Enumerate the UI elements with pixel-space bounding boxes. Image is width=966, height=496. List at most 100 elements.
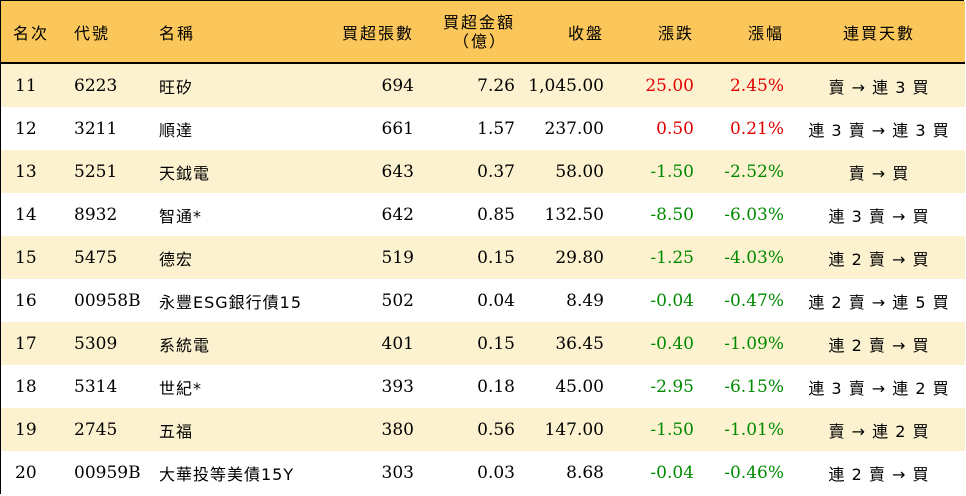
close-price-cell: 45.00: [555, 376, 604, 397]
change-pct-cell: 0.21%: [729, 118, 784, 139]
close-price-cell: 237.00: [544, 118, 604, 139]
net-buy-shares-cell: 303: [381, 462, 414, 483]
name-cell: 智通*: [159, 206, 203, 226]
rank-cell: 12: [15, 118, 37, 139]
name-cell: 德宏: [159, 249, 194, 269]
code-cell: 8932: [74, 204, 118, 225]
code-cell: 5251: [74, 161, 118, 182]
table-row: 12 3211 順達 661 1.57 237.00 0.50 0.21% 連 3 賣 → 連 …: [1, 107, 965, 150]
code-cell: 00958B: [74, 290, 141, 311]
consecutive-days-cell: 連 2 賣 → 買: [828, 249, 930, 269]
net-buy-shares-cell: 502: [381, 290, 414, 311]
name-cell: 大華投等美債15Y: [159, 464, 295, 484]
close-price-cell: 36.45: [555, 333, 604, 354]
net-buy-shares-cell: 642: [381, 204, 414, 225]
consecutive-days-cell: 賣 → 連 2 買: [828, 421, 930, 441]
rank-cell: 15: [15, 247, 37, 268]
net-buy-shares-cell: 519: [381, 247, 414, 268]
table-row: 16 00958B 永豐ESG銀行債15 502 0.04 8.49 -0.04 -0.47%…: [1, 279, 965, 322]
table-row: 13 5251 天鉞電 643 0.37 58.00 -1.50 -2.52% 賣 → 買: [1, 150, 965, 193]
header-net-buy-shares: 買超張數: [341, 23, 414, 43]
close-price-cell: 58.00: [555, 161, 604, 182]
code-cell: 6223: [74, 75, 118, 96]
code-cell: 5309: [74, 333, 118, 354]
code-cell: 2745: [74, 419, 118, 440]
table-row: 20 00959B 大華投等美債15Y 303 0.03 8.68 -0.04 -0.46% 連…: [1, 451, 965, 494]
net-buy-shares-cell: 661: [381, 118, 414, 139]
table-row: 18 5314 世紀* 393 0.18 45.00 -2.95 -6.15% 連 3 賣 → …: [1, 365, 965, 408]
net-buy-amount-cell: 0.15: [477, 247, 515, 268]
name-cell: 順達: [159, 120, 194, 140]
consecutive-days-cell: 連 2 賣 → 買: [828, 335, 930, 355]
rank-cell: 11: [15, 75, 37, 96]
header-amount-line1: 買超金額: [442, 12, 515, 32]
table-row: 15 5475 德宏 519 0.15 29.80 -1.25 -4.03% 連 2 賣 → 買: [1, 236, 965, 279]
header-net-buy-amount: 買超金額 （億）: [421, 1, 515, 62]
consecutive-days-cell: 賣 → 連 3 買: [828, 77, 930, 97]
consecutive-days-cell: 連 3 賣 → 連 2 買: [808, 378, 950, 398]
header-change: 漲跌: [657, 23, 694, 43]
close-price-cell: 8.49: [566, 290, 604, 311]
net-buy-shares-cell: 643: [381, 161, 414, 182]
net-buy-shares-cell: 401: [381, 333, 414, 354]
consecutive-days-cell: 連 3 賣 → 買: [828, 206, 930, 226]
code-cell: 5314: [74, 376, 118, 397]
close-price-cell: 29.80: [555, 247, 604, 268]
header-pct: 漲幅: [747, 23, 784, 43]
rank-cell: 19: [15, 419, 37, 440]
consecutive-days-cell: 連 2 賣 → 買: [828, 464, 930, 484]
change-pct-cell: -6.03%: [724, 204, 784, 225]
consecutive-days-cell: 連 3 賣 → 連 3 買: [808, 120, 950, 140]
net-buy-amount-cell: 0.15: [477, 333, 515, 354]
header-code: 代號: [74, 23, 111, 43]
price-change-cell: 25.00: [645, 75, 694, 96]
header-amount-line2: （億）: [452, 31, 507, 51]
name-cell: 系統電: [159, 335, 211, 355]
table-row: 11 6223 旺矽 694 7.26 1,045.00 25.00 2.45% 賣 → 連 3…: [1, 64, 965, 107]
table-row: 14 8932 智通* 642 0.85 132.50 -8.50 -6.03% 連 3 賣 →…: [1, 193, 965, 236]
close-price-cell: 8.68: [566, 462, 604, 483]
rank-cell: 14: [15, 204, 37, 225]
price-change-cell: -1.25: [650, 247, 694, 268]
rank-cell: 20: [15, 462, 37, 483]
price-change-cell: -0.04: [650, 290, 694, 311]
net-buy-amount-cell: 0.18: [477, 376, 515, 397]
price-change-cell: -1.50: [650, 419, 694, 440]
change-pct-cell: -1.01%: [724, 419, 784, 440]
header-rank: 名次: [13, 23, 50, 43]
net-buy-shares-cell: 393: [381, 376, 414, 397]
header-name: 名稱: [159, 23, 196, 43]
change-pct-cell: -0.46%: [724, 462, 784, 483]
rank-cell: 16: [15, 290, 37, 311]
close-price-cell: 1,045.00: [528, 75, 604, 96]
table-row: 17 5309 系統電 401 0.15 36.45 -0.40 -1.09% 連 2 賣 → …: [1, 322, 965, 365]
name-cell: 天鉞電: [159, 163, 211, 183]
rank-cell: 17: [15, 333, 37, 354]
net-buy-amount-cell: 0.37: [477, 161, 515, 182]
change-pct-cell: 2.45%: [729, 75, 784, 96]
close-price-cell: 147.00: [544, 419, 604, 440]
rank-cell: 18: [15, 376, 37, 397]
change-pct-cell: -1.09%: [724, 333, 784, 354]
net-buy-amount-cell: 7.26: [477, 75, 515, 96]
price-change-cell: -0.04: [650, 462, 694, 483]
consecutive-days-cell: 連 2 賣 → 連 5 買: [808, 292, 950, 312]
consecutive-days-cell: 賣 → 買: [848, 163, 910, 183]
net-buy-amount-cell: 0.85: [477, 204, 515, 225]
name-cell: 旺矽: [159, 77, 194, 97]
net-buy-shares-cell: 694: [381, 75, 414, 96]
price-change-cell: -1.50: [650, 161, 694, 182]
change-pct-cell: -0.47%: [724, 290, 784, 311]
price-change-cell: -8.50: [650, 204, 694, 225]
table-header: 名次 代號 名稱 買超張數 買超金額 （億） 收盤 漲跌 漲幅 連買天數: [1, 1, 965, 64]
net-buy-amount-cell: 0.03: [477, 462, 515, 483]
net-buy-amount-cell: 0.04: [477, 290, 515, 311]
price-change-cell: -2.95: [650, 376, 694, 397]
change-pct-cell: -6.15%: [724, 376, 784, 397]
change-pct-cell: -4.03%: [724, 247, 784, 268]
table-row: 19 2745 五福 380 0.56 147.00 -1.50 -1.01% 賣 → 連 2 …: [1, 408, 965, 451]
code-cell: 3211: [74, 118, 118, 139]
close-price-cell: 132.50: [544, 204, 604, 225]
rank-cell: 13: [15, 161, 37, 182]
